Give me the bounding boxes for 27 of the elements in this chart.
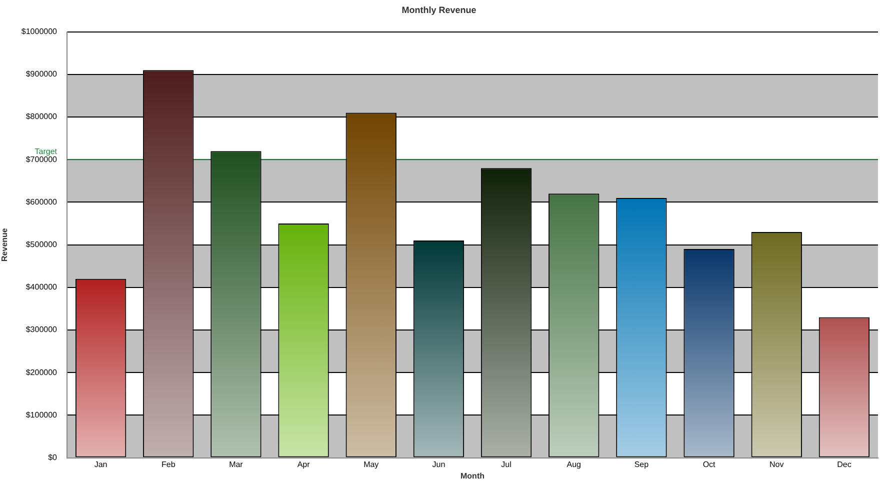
- x-tick-label: Feb: [161, 460, 176, 469]
- x-tick-label: Nov: [770, 460, 784, 469]
- x-axis-title: Month: [460, 471, 485, 480]
- y-tick-label: $1000000: [21, 27, 58, 36]
- y-tick-label: $300000: [26, 325, 58, 334]
- chart-title: Monthly Revenue: [402, 4, 476, 15]
- x-tick-label: Oct: [702, 460, 716, 469]
- y-tick-label: $0: [48, 453, 58, 462]
- y-tick-label: $100000: [26, 410, 58, 420]
- x-tick-label: Dec: [837, 460, 852, 469]
- x-tick-label: May: [364, 460, 379, 469]
- y-tick-label: $800000: [26, 112, 58, 122]
- x-tick-label: Jul: [501, 460, 512, 469]
- x-tick-label: Apr: [297, 460, 310, 469]
- ref-line-label: Target: [34, 146, 58, 156]
- y-tick-label: $900000: [26, 70, 58, 79]
- y-tick-label: $700000: [26, 154, 58, 164]
- y-tick-label: $200000: [26, 368, 58, 377]
- x-tick-label: Aug: [566, 460, 581, 469]
- x-tick-label: Jun: [432, 460, 446, 469]
- x-tick-label: Jan: [94, 460, 108, 469]
- x-tick-label: Mar: [229, 460, 244, 469]
- y-tick-label: $500000: [26, 240, 58, 250]
- y-tick-label: $600000: [26, 197, 58, 206]
- x-tick-label: Sep: [634, 460, 650, 469]
- y-tick-label: $400000: [26, 282, 58, 292]
- y-axis-title: Revenue: [0, 228, 10, 262]
